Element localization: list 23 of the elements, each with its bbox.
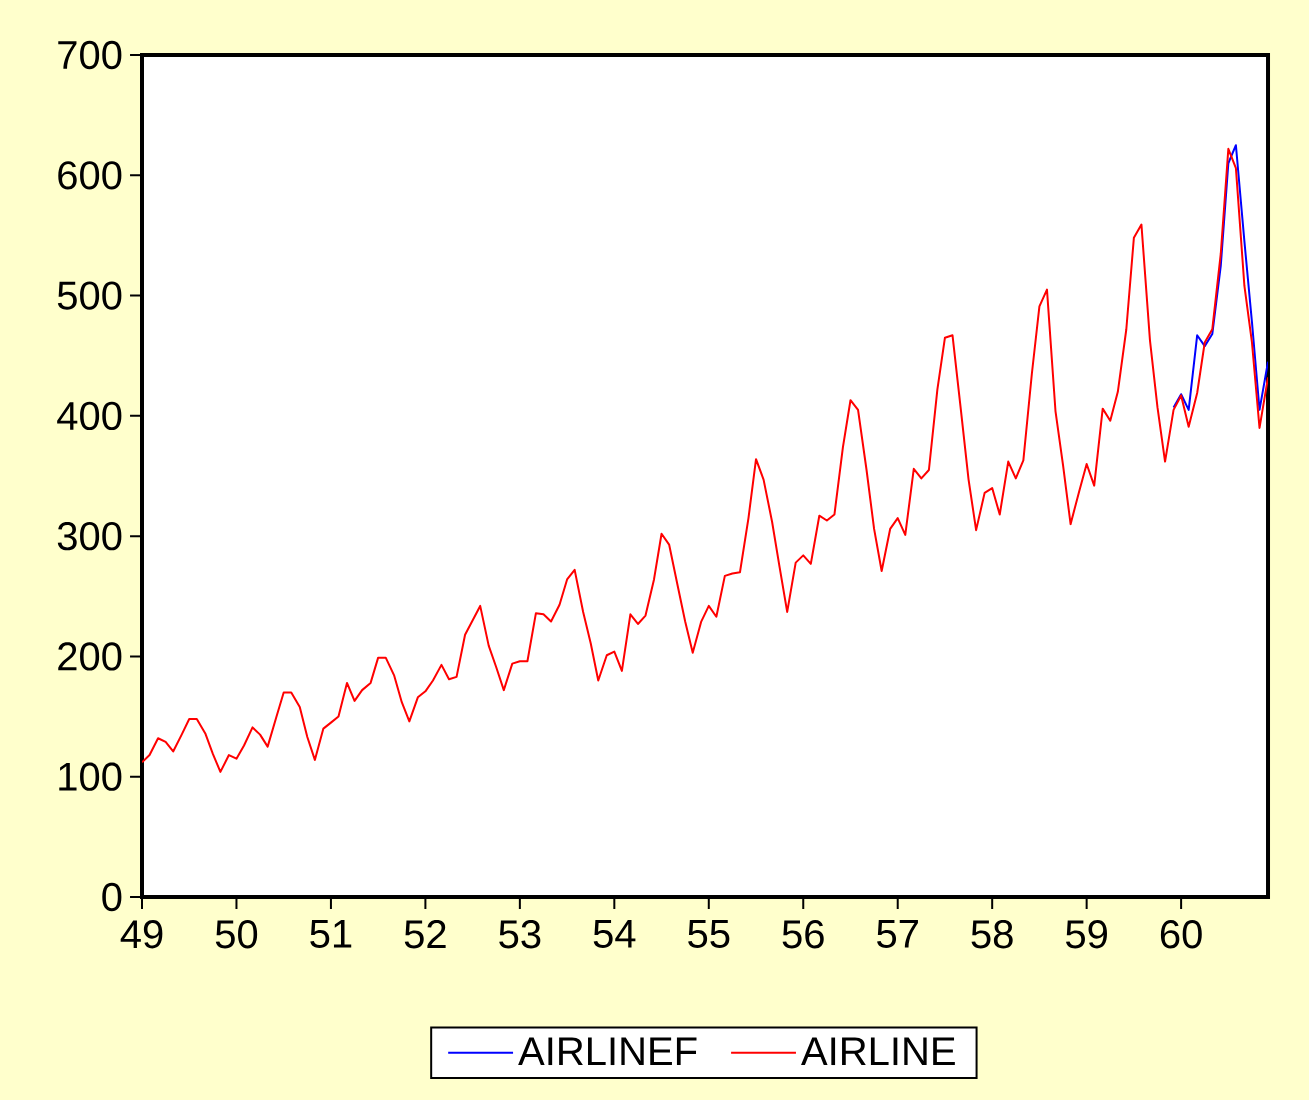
x-tick-label: 59 xyxy=(1066,920,1107,949)
legend-label: AIRLINEF xyxy=(518,1037,697,1066)
y-tick-label: 200 xyxy=(58,642,122,671)
x-tick-label: 57 xyxy=(877,920,918,948)
x-tick-label: 54 xyxy=(593,920,636,948)
y-tick-label: 700 xyxy=(58,40,122,70)
x-tick-label: 51 xyxy=(310,920,352,948)
y-tick-label: 600 xyxy=(58,161,122,190)
y-tick-label: 0 xyxy=(102,882,122,912)
x-tick-label: 55 xyxy=(688,920,730,948)
line-series xyxy=(1172,144,1269,411)
x-tick-label: 50 xyxy=(215,920,258,949)
legend-label: AIRLINE xyxy=(801,1037,955,1066)
x-tick-label: 58 xyxy=(971,920,1013,949)
y-tick-label: 400 xyxy=(57,401,122,431)
y-tick-label: 100 xyxy=(59,762,122,791)
x-tick-label: 49 xyxy=(120,920,163,949)
x-tick-label: 60 xyxy=(1160,920,1202,949)
x-tick-label: 53 xyxy=(499,920,541,949)
y-tick-label: 300 xyxy=(57,522,122,551)
y-tick-label: 500 xyxy=(57,281,122,310)
x-tick-label: 56 xyxy=(782,920,824,949)
x-tick-label: 52 xyxy=(404,920,446,949)
